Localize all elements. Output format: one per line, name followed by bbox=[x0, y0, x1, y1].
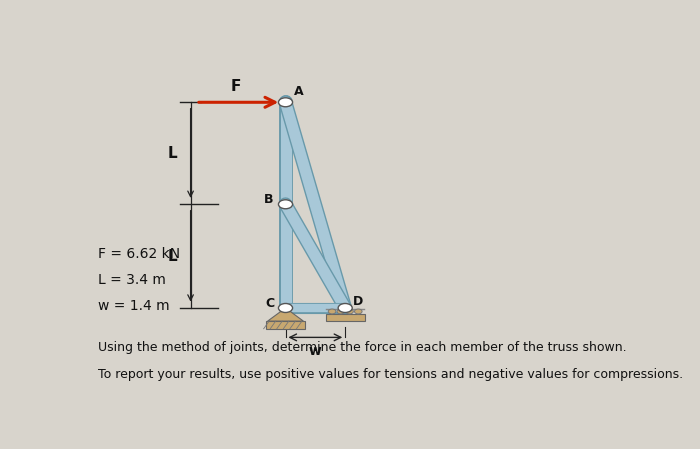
Circle shape bbox=[279, 200, 293, 209]
Text: To report your results, use positive values for tensions and negative values for: To report your results, use positive val… bbox=[98, 369, 683, 382]
Text: D: D bbox=[354, 295, 363, 308]
Text: L: L bbox=[167, 249, 177, 264]
Text: Using the method of joints, determine the force in each member of the truss show: Using the method of joints, determine th… bbox=[98, 341, 627, 354]
Text: F = 6.62 kN: F = 6.62 kN bbox=[98, 247, 181, 261]
Text: w = 1.4 m: w = 1.4 m bbox=[98, 299, 170, 313]
Text: A: A bbox=[294, 85, 303, 98]
Text: L: L bbox=[167, 146, 177, 161]
Polygon shape bbox=[267, 308, 303, 321]
Circle shape bbox=[346, 309, 354, 314]
Circle shape bbox=[328, 309, 336, 314]
Bar bbox=[326, 314, 365, 321]
Circle shape bbox=[354, 309, 362, 314]
Text: B: B bbox=[264, 193, 273, 206]
Circle shape bbox=[279, 98, 293, 107]
Text: C: C bbox=[265, 297, 274, 310]
Text: F: F bbox=[230, 79, 241, 94]
Bar bbox=[266, 321, 305, 329]
Circle shape bbox=[337, 309, 344, 314]
Circle shape bbox=[338, 304, 352, 313]
Text: w: w bbox=[309, 343, 322, 357]
Circle shape bbox=[279, 304, 293, 313]
Text: L = 3.4 m: L = 3.4 m bbox=[98, 273, 166, 287]
